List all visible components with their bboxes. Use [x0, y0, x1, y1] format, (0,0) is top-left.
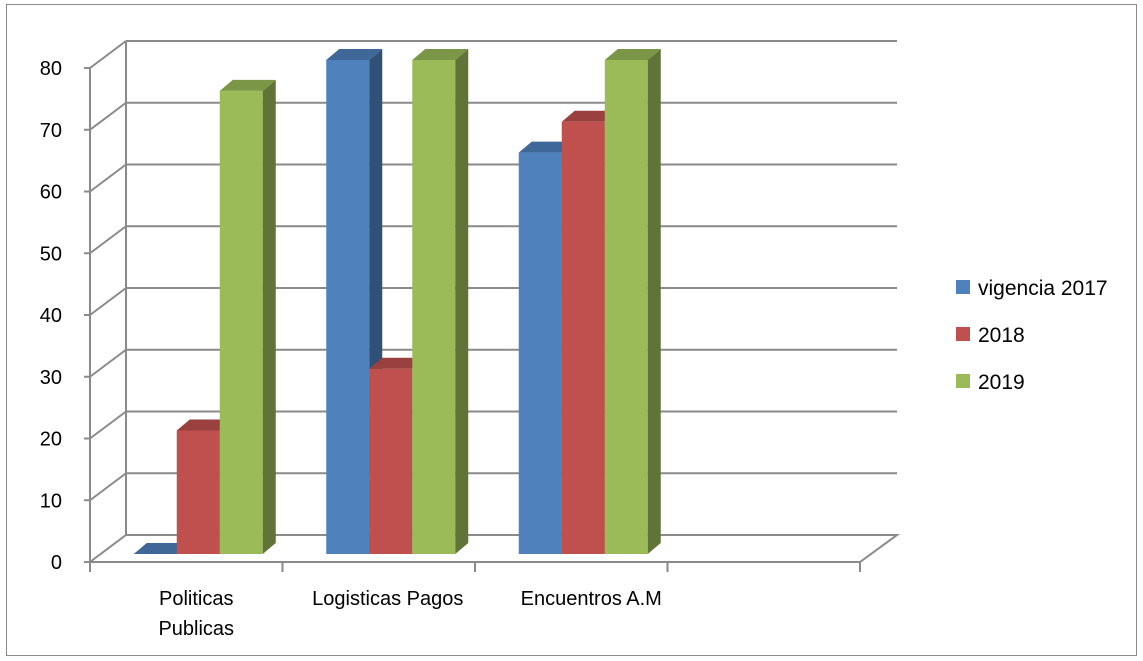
bar-front: [518, 152, 562, 554]
y-tick-label: 60: [40, 182, 62, 204]
gridline-side: [89, 287, 127, 316]
gridline-side: [89, 410, 127, 440]
bar-side: [647, 49, 661, 554]
x-category-label: Encuentros A.M: [521, 588, 662, 610]
axes: [84, 67, 861, 572]
y-tick-label: 70: [40, 120, 62, 142]
bar-vigencia-2017-1: [326, 49, 383, 554]
y-tick-label: 40: [40, 305, 62, 327]
y-tick-label: 20: [40, 429, 62, 451]
legend-label: 2019: [978, 371, 1025, 394]
chart-frame: [6, 4, 1137, 656]
bar-top: [133, 543, 190, 554]
bar-front: [369, 368, 413, 554]
y-tick-label: 80: [40, 58, 62, 80]
legend-swatch: [956, 327, 970, 341]
bar-side: [455, 49, 469, 554]
bar-top: [604, 49, 661, 60]
gridline-side: [89, 348, 127, 378]
bar-top: [326, 49, 383, 60]
bar-top: [561, 110, 618, 122]
bar-front: [412, 60, 456, 554]
bar-top: [369, 357, 426, 369]
floor: [87, 534, 901, 563]
y-axis-ticks: 0 10 20 30 40 50 60 70 80: [40, 58, 62, 574]
bars: [133, 49, 661, 554]
bar-vigencia-2017-0: [133, 543, 190, 554]
y-tick-label: 30: [40, 367, 62, 389]
x-axis-labels: Politicas Publicas Logisticas Pagos Encuent…: [158, 588, 661, 640]
y-tick-label: 50: [40, 243, 62, 265]
bar-top: [518, 141, 575, 153]
gridline-side: [89, 225, 127, 255]
legend-label: 2018: [978, 324, 1025, 347]
y-tick-label: 0: [51, 552, 62, 574]
bar-top: [176, 419, 233, 431]
x-category-label: Logisticas Pagos: [312, 588, 463, 610]
y-tick-label: 10: [40, 490, 62, 512]
bar-front: [561, 121, 605, 554]
bar-2019-1: [412, 49, 469, 554]
legend-label: vigencia 2017: [978, 277, 1108, 300]
bar-front: [326, 60, 370, 554]
gridline-side: [89, 101, 127, 131]
bar-side: [262, 79, 276, 554]
gridline-side: [89, 40, 127, 69]
bar-front: [176, 430, 220, 554]
bar-top: [219, 79, 276, 91]
gridline-side: [89, 163, 127, 193]
legend: vigencia 2017 2018 2019: [956, 277, 1108, 394]
bar-2019-0: [219, 79, 276, 554]
legend-swatch: [956, 374, 970, 388]
bar-2019-2: [604, 49, 661, 554]
legend-swatch: [956, 280, 970, 294]
bar-front: [604, 60, 648, 554]
x-category-label: Politicas: [159, 588, 233, 610]
bar-front: [219, 90, 263, 554]
bar-top: [412, 49, 469, 60]
x-category-label: Publicas: [158, 618, 234, 640]
gridline-side: [89, 472, 127, 502]
